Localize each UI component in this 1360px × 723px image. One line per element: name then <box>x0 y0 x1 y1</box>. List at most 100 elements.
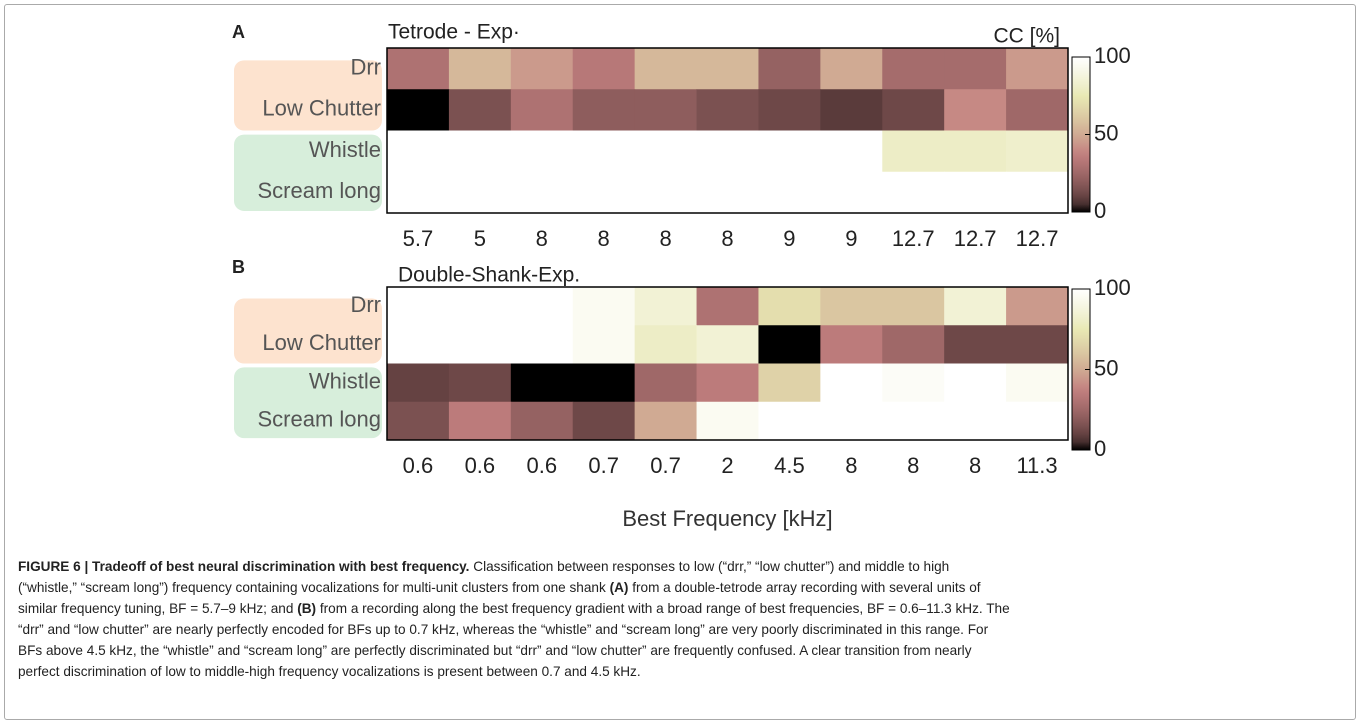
x-tick-label: 8 <box>598 226 610 251</box>
row-label: Scream long <box>257 178 381 203</box>
x-tick-label: 8 <box>659 226 671 251</box>
heatmap-cell <box>387 48 450 90</box>
colorbar-tick-label: 100 <box>1094 275 1131 300</box>
heatmap-cell <box>944 171 1007 214</box>
heatmap-cell <box>882 401 945 441</box>
heatmap-cell <box>634 287 698 326</box>
heatmap-border <box>386 47 1069 214</box>
panel-letter: A <box>232 22 245 42</box>
x-tick-label: 0.7 <box>588 453 619 478</box>
heatmap-cell <box>820 401 883 441</box>
panel-title: Double-Shank-Exp. <box>398 264 580 287</box>
figure-frame <box>4 4 1356 720</box>
heatmap-cell <box>944 325 1007 364</box>
panel-letter: B <box>232 257 245 277</box>
heatmap-cell <box>1006 401 1069 441</box>
heatmap-cell <box>696 363 759 403</box>
heatmap-cell <box>758 325 821 364</box>
heatmap-cell <box>387 89 450 131</box>
heatmap-cell <box>696 89 759 131</box>
x-tick-label: 2 <box>721 453 733 478</box>
heatmap-cell <box>1006 171 1069 214</box>
heatmap-cell <box>944 89 1007 131</box>
x-tick-label: 12.7 <box>1016 226 1059 251</box>
caption-line: FIGURE 6 | Tradeoff of best neural discr… <box>18 556 1010 577</box>
heatmap-cell <box>572 401 636 441</box>
caption-text: similar frequency tuning, BF = 5.7–9 kHz… <box>18 601 298 616</box>
row-group-box <box>234 60 382 131</box>
heatmap-cell <box>696 130 759 173</box>
heatmap-cell <box>510 325 574 364</box>
heatmap-cell <box>758 171 821 214</box>
heatmap-cell <box>634 171 698 214</box>
heatmap-cell <box>820 89 883 131</box>
heatmap-cell <box>696 401 759 441</box>
heatmap-cell <box>572 325 636 364</box>
caption-line: perfect discrimination of low to middle-… <box>18 661 1010 682</box>
heatmap-cell <box>882 363 945 403</box>
heatmap-cell <box>634 325 698 364</box>
heatmap-cell <box>882 325 945 364</box>
x-tick-label: 8 <box>721 226 733 251</box>
caption: FIGURE 6 | Tradeoff of best neural discr… <box>18 556 1010 682</box>
x-tick-label: 5 <box>474 226 486 251</box>
row-label: Scream long <box>257 407 381 432</box>
heatmap-cell <box>510 401 574 441</box>
heatmap-cell <box>510 130 574 173</box>
colorbar-tick-label: 50 <box>1094 120 1118 145</box>
heatmap-cell <box>387 401 450 441</box>
heatmap-cell <box>758 130 821 173</box>
x-tick-label: 9 <box>783 226 795 251</box>
heatmap-cell <box>572 89 636 131</box>
heatmap-cell <box>696 325 759 364</box>
panel-title: Tetrode - Exp· <box>388 21 520 44</box>
heatmap-cell <box>510 287 574 326</box>
heatmap-cell <box>758 287 821 326</box>
heatmap-cell <box>882 89 945 131</box>
heatmap-cell <box>882 48 945 90</box>
caption-line: (“whistle,” “scream long”) frequency con… <box>18 577 1010 598</box>
caption-text: perfect discrimination of low to middle-… <box>18 664 641 679</box>
x-tick-label: 11.3 <box>1016 453 1057 478</box>
heatmap-cell <box>572 48 636 90</box>
heatmap-cell <box>1006 48 1069 90</box>
colorbar-tick-label: 0 <box>1094 436 1106 461</box>
x-tick-label: 5.7 <box>403 226 434 251</box>
caption-text: from a recording along the best frequenc… <box>316 601 1010 616</box>
heatmap-cell <box>696 48 759 90</box>
heatmap-cell <box>448 363 512 403</box>
caption-text: (B) <box>297 601 317 616</box>
caption-text: (A) <box>609 580 629 595</box>
heatmap-cell <box>510 363 574 403</box>
heatmap-cell <box>758 48 821 90</box>
heatmap-cell <box>758 401 821 441</box>
heatmap-cell <box>510 171 574 214</box>
x-tick-label: 12.7 <box>954 226 997 251</box>
heatmap-cell <box>820 130 883 173</box>
heatmap-cell <box>634 48 698 90</box>
heatmap-cell <box>448 48 512 90</box>
heatmap-cell <box>944 401 1007 441</box>
heatmap-cell <box>387 287 450 326</box>
caption-text: BFs above 4.5 kHz, the “whistle” and “sc… <box>18 643 972 658</box>
row-label: Low Chutter <box>262 330 381 355</box>
heatmap-cell <box>572 171 636 214</box>
heatmap-cell <box>820 287 883 326</box>
heatmap-cell <box>634 89 698 131</box>
heatmap-border <box>386 286 1069 441</box>
row-group-box <box>234 367 382 439</box>
caption-text: “drr” and “low chutter” are nearly perfe… <box>18 622 989 637</box>
row-group-box <box>234 298 382 364</box>
caption-text: FIGURE 6 | Tradeoff of best neural discr… <box>18 559 470 574</box>
colorbar-tick-label: 100 <box>1094 43 1131 68</box>
heatmap-cell <box>572 287 636 326</box>
heatmap-cell <box>1006 287 1069 326</box>
heatmap-cell <box>882 130 945 173</box>
row-label: Whistle <box>309 368 381 393</box>
heatmap-cell <box>387 130 450 173</box>
heatmap-cell <box>634 401 698 441</box>
x-tick-label: 8 <box>536 226 548 251</box>
caption-text: (“whistle,” “scream long”) frequency con… <box>18 580 610 595</box>
heatmap-cell <box>448 89 512 131</box>
x-tick-label: 8 <box>845 453 857 478</box>
